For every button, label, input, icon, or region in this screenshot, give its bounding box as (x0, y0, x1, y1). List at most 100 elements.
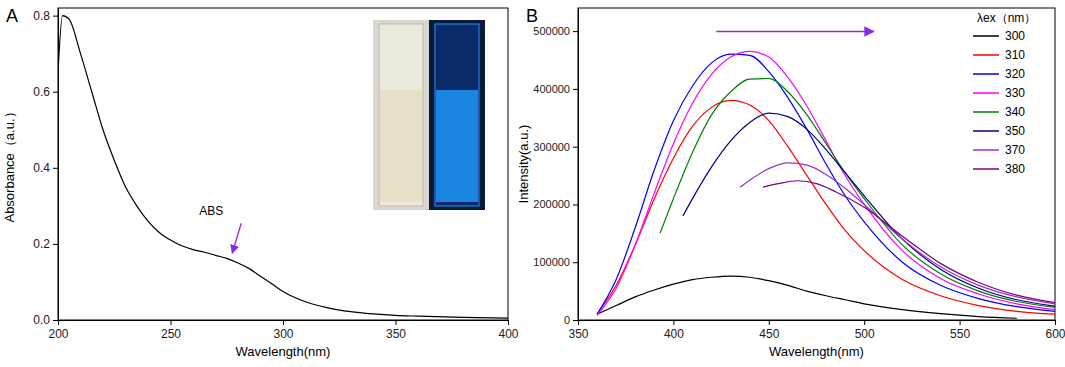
legend-label: 370 (1005, 143, 1025, 157)
x-tick-label: 400 (664, 327, 684, 341)
y-tick: 0.8 (33, 9, 58, 23)
y-tick-label: 200000 (533, 198, 570, 210)
panel: 3504004505005506000100000200000300000400… (516, 6, 1065, 359)
x-tick-label: 450 (759, 327, 779, 341)
annotation-arrow (232, 223, 241, 253)
x-tick-mark (58, 320, 59, 325)
legend-label: 340 (1005, 105, 1025, 119)
x-tick-mark (1055, 320, 1056, 325)
x-tick: 350 (386, 320, 406, 341)
legend-swatch (973, 73, 999, 75)
y-tick-mark (573, 147, 578, 148)
uv-background (429, 20, 485, 210)
cuvette-uv (435, 24, 479, 206)
series-line (740, 163, 1055, 304)
inset-background (373, 20, 485, 210)
plot-area (597, 51, 1055, 318)
x-tick-label: 350 (386, 327, 406, 341)
plot-frame (58, 8, 508, 320)
legend-label: 350 (1005, 124, 1025, 138)
x-tick-label: 550 (950, 327, 970, 341)
y-axis-line (578, 9, 579, 321)
y-axis-title: Intensity(a.u.) (516, 125, 531, 204)
legend: λex（nm）300310320330340350370380 (973, 11, 1036, 176)
legend-swatch (973, 168, 999, 170)
x-tick: 250 (161, 320, 181, 341)
y-tick-mark (53, 320, 58, 321)
series-line (597, 51, 1055, 315)
x-axis: 200 250 300 350 400 (48, 320, 518, 341)
x-tick: 600 (1045, 320, 1065, 341)
y-tick-mark (573, 204, 578, 205)
y-tick-mark (573, 262, 578, 263)
y-tick: 0.2 (33, 237, 58, 251)
y-tick-label: 0.6 (33, 85, 50, 99)
x-tick: 450 (759, 320, 779, 341)
legend-swatch (973, 149, 999, 151)
x-tick-mark (864, 320, 865, 325)
x-tick-mark (283, 320, 284, 325)
x-tick-label: 300 (273, 327, 293, 341)
series-line (683, 113, 1055, 306)
legend-swatch (973, 35, 999, 37)
x-tick-label: 400 (498, 327, 518, 341)
annotation-text: ABS (199, 204, 223, 218)
y-tick: 500000 (533, 25, 578, 37)
x-tick-label: 600 (1045, 327, 1065, 341)
y-axis-title: Absorbance（a.u.） (2, 105, 17, 222)
panel: 200 250 300 350 400 0.0 0.2 0.4 0.6 0.8 Wavelength… (2, 6, 519, 359)
x-tick-label: 200 (48, 327, 68, 341)
y-tick-mark (53, 16, 58, 17)
series-line (763, 181, 1055, 303)
legend-title: λex（nm） (977, 11, 1036, 25)
legend-label: 330 (1005, 86, 1025, 100)
x-tick-mark (578, 320, 579, 325)
series-line (597, 54, 1055, 314)
x-tick: 300 (273, 320, 293, 341)
y-tick-mark (573, 89, 578, 90)
y-tick-label: 0.8 (33, 9, 50, 23)
x-tick-label: 250 (161, 327, 181, 341)
cuvette-liquid (380, 90, 422, 202)
series-line (597, 276, 1017, 318)
x-tick-label: 350 (568, 327, 588, 341)
y-tick-label: 0 (564, 314, 570, 326)
legend-swatch (973, 92, 999, 94)
y-tick-label: 500000 (533, 25, 570, 37)
cuvette-glow (436, 90, 478, 202)
panel-label: A (6, 6, 18, 26)
y-tick: 0.0 (33, 313, 58, 327)
y-tick: 200000 (533, 198, 578, 210)
y-tick: 100000 (533, 256, 578, 268)
y-tick-label: 400000 (533, 83, 570, 95)
legend-label: 310 (1005, 48, 1025, 62)
x-axis-title: Wavelength(nm) (769, 344, 864, 359)
y-tick-label: 0.4 (33, 161, 50, 175)
figure: 200 250 300 350 400 0.0 0.2 0.4 0.6 0.8 Wavelength… (0, 0, 1065, 367)
x-tick-mark (960, 320, 961, 325)
x-tick: 400 (664, 320, 684, 341)
y-tick: 0.6 (33, 85, 58, 99)
x-tick: 550 (950, 320, 970, 341)
x-tick-label: 500 (855, 327, 875, 341)
plot-area (58, 16, 508, 318)
series-line (660, 78, 1055, 307)
x-tick-mark (769, 320, 770, 325)
y-tick-mark (53, 244, 58, 245)
legend-swatch (973, 111, 999, 113)
y-tick: 0 (564, 314, 578, 326)
x-tick: 500 (855, 320, 875, 341)
legend-label: 300 (1005, 29, 1025, 43)
plot-frame (578, 8, 1055, 320)
x-tick-mark (396, 320, 397, 325)
y-tick-mark (53, 92, 58, 93)
legend-label: 320 (1005, 67, 1025, 81)
y-tick: 400000 (533, 83, 578, 95)
series-line (597, 100, 1055, 314)
inset-photo (373, 20, 485, 210)
x-axis-title: Wavelength(nm) (236, 344, 331, 359)
x-tick: 350 (568, 320, 588, 341)
x-axis: 350 400 450 500 550 600 (568, 320, 1065, 341)
x-axis-line (579, 320, 1056, 321)
cuvette-daylight (379, 24, 423, 206)
